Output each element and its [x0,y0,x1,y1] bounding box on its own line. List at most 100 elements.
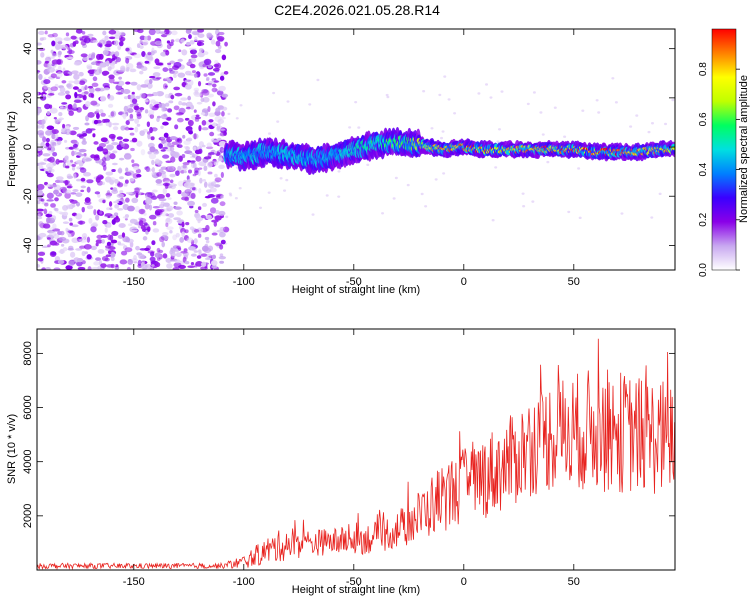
noise-speck [71,166,76,171]
noise-speck [186,41,191,46]
noise-speck [148,153,157,160]
noise-speck [206,253,212,259]
noise-speck [58,236,67,242]
noise-speck [235,117,239,120]
noise-speck [117,45,122,51]
snr-x-tick-label: -150 [123,576,145,588]
noise-speck [286,100,290,103]
noise-speck [131,95,135,99]
noise-speck [90,154,96,159]
noise-speck [150,136,155,141]
noise-speck [156,115,161,119]
noise-speck [217,157,223,162]
noise-speck [76,201,81,207]
noise-speck [150,260,157,264]
noise-speck [169,229,173,234]
noise-speck [219,201,226,207]
noise-speck [86,179,94,184]
noise-speck [147,250,155,254]
noise-speck [116,80,125,87]
noise-speck [105,176,112,183]
noise-speck [173,201,178,206]
noise-speck [137,259,142,267]
noise-speck [97,249,105,254]
noise-speck [239,104,243,107]
snr-line [37,338,675,570]
noise-speck [173,61,182,69]
noise-speck [46,217,51,224]
noise-speck [81,130,87,137]
noise-speck [145,167,153,172]
noise-speck [95,109,100,113]
noise-speck [78,153,85,157]
noise-speck [620,212,624,215]
noise-speck [202,179,206,182]
noise-speck [108,121,112,128]
noise-speck [96,53,102,60]
noise-speck [86,236,91,243]
noise-speck [83,37,91,44]
noise-speck [41,36,47,41]
noise-speck [77,88,83,93]
noise-speck [54,197,59,202]
noise-speck [202,89,210,96]
noise-speck [164,93,170,99]
noise-speck [54,138,60,142]
figure-title: C2E4.2026.021.05.28.R14 [274,2,440,18]
noise-speck [105,195,111,199]
noise-speck [124,218,128,221]
noise-speck [129,229,138,233]
noise-speck [53,242,60,246]
noise-speck [101,156,107,163]
noise-speck [105,254,111,257]
noise-speck [485,83,489,86]
noise-speck [181,196,189,201]
noise-speck [131,98,138,104]
noise-speck [86,65,93,70]
noise-speck [134,118,140,124]
noise-speck [202,202,208,207]
noise-speck [194,116,202,120]
noise-speck [111,168,116,173]
noise-speck [194,149,202,155]
noise-speck [57,50,62,56]
noise-speck [129,113,134,120]
noise-speck [595,99,599,102]
noise-speck [54,43,61,51]
noise-speck [72,189,79,192]
noise-speck [197,33,205,38]
noise-speck [105,245,112,249]
noise-speck [79,38,84,41]
noise-speck [238,187,242,190]
noise-speck [37,200,41,205]
noise-speck [185,29,192,34]
noise-speck [197,80,202,87]
noise-speck [214,173,218,178]
noise-speck [159,236,165,243]
noise-speck [50,251,57,256]
noise-speck [115,92,123,95]
noise-speck [63,37,71,41]
noise-speck [46,237,51,240]
noise-speck [93,141,99,145]
noise-speck [107,103,114,108]
noise-speck [51,40,56,47]
noise-speck [186,237,194,243]
noise-speck [220,116,226,120]
colorbar-tick-label: 0.6 [698,112,709,126]
noise-speck [47,244,51,248]
noise-speck [111,57,116,61]
noise-speck [136,113,142,120]
noise-speck [49,107,58,114]
noise-speck [42,85,48,92]
noise-speck [102,219,108,225]
noise-speck [111,219,116,225]
noise-speck [104,43,112,48]
noise-speck [70,159,74,163]
noise-speck [70,35,77,40]
noise-speck [37,125,43,129]
noise-speck [195,155,202,162]
noise-speck [45,137,50,143]
noise-speck [52,151,58,157]
noise-speck [442,172,446,175]
